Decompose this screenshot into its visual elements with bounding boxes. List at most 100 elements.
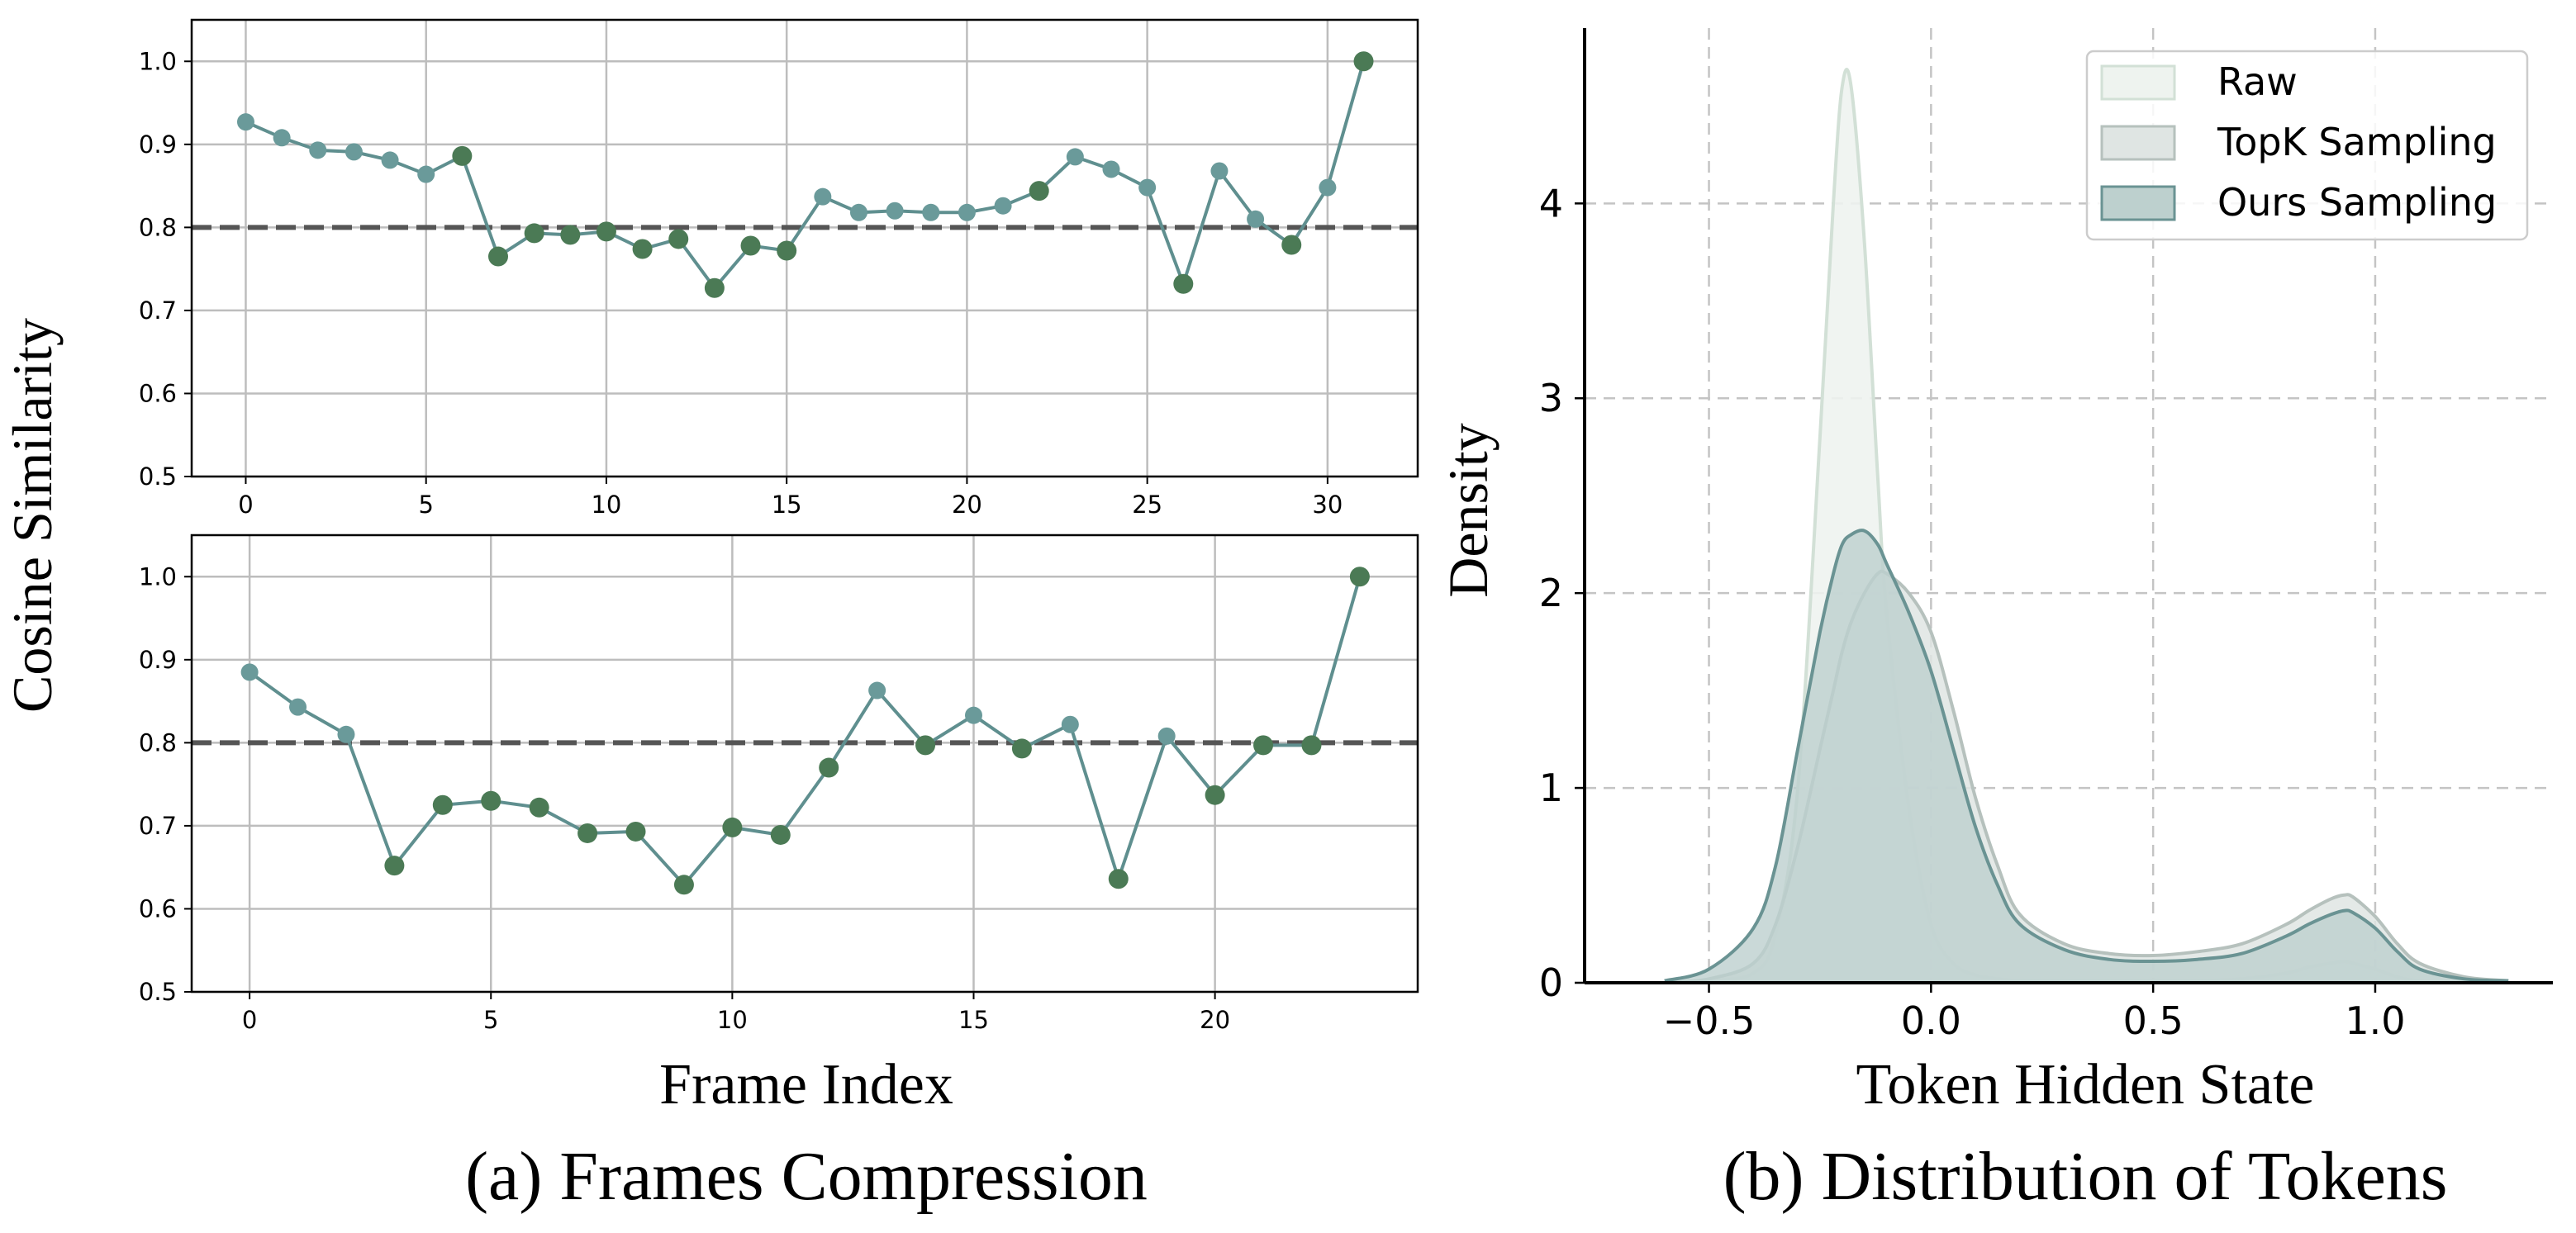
top-point bbox=[1247, 210, 1265, 228]
top-point-kept bbox=[1029, 181, 1049, 202]
top-ytick-label: 0.6 bbox=[139, 379, 177, 407]
density-ytick-label: 4 bbox=[1539, 181, 1563, 225]
legend-label-raw: Raw bbox=[2217, 59, 2298, 104]
top-point bbox=[994, 197, 1012, 215]
bottom-frame bbox=[190, 534, 1419, 994]
bottom-ytick-label: 0.7 bbox=[139, 812, 177, 840]
bottom-point-kept bbox=[1349, 567, 1370, 587]
bottom-point-kept bbox=[432, 794, 453, 815]
bottom-ytick-label: 0.9 bbox=[139, 646, 177, 674]
top-xtick-label: 10 bbox=[591, 491, 621, 519]
top-point bbox=[417, 165, 435, 183]
density-ytick-label: 2 bbox=[1539, 571, 1563, 615]
top-point-kept bbox=[524, 223, 544, 244]
bottom-ytick-label: 0.6 bbox=[139, 894, 177, 922]
bottom-point-kept bbox=[481, 790, 501, 811]
top-frame bbox=[190, 18, 1419, 478]
legend-swatch-raw bbox=[2100, 64, 2176, 101]
density-legend: Raw TopK Sampling Ours Sampling bbox=[2085, 50, 2529, 241]
legend-swatch-ours bbox=[2100, 185, 2176, 221]
bottom-point bbox=[289, 698, 307, 716]
top-point bbox=[922, 203, 940, 221]
density-ytick-label: 3 bbox=[1539, 376, 1563, 420]
top-point bbox=[273, 129, 291, 147]
bottom-xtick-label: 5 bbox=[483, 1006, 498, 1034]
density-xtick-label: 1.0 bbox=[2345, 998, 2405, 1043]
bottom-point-kept bbox=[1108, 869, 1129, 889]
top-ytick-label: 0.5 bbox=[139, 462, 177, 491]
top-series-line bbox=[245, 60, 1366, 292]
top-point bbox=[309, 141, 327, 159]
top-point bbox=[814, 187, 832, 206]
bottom-point-kept bbox=[1301, 735, 1322, 756]
density-xtick-label: −0.5 bbox=[1663, 998, 1756, 1043]
top-point-kept bbox=[488, 246, 508, 267]
bottom-series-line bbox=[248, 576, 1362, 888]
legend-swatch-topk bbox=[2100, 125, 2176, 161]
xlabel-token-hidden-state: Token Hidden State bbox=[1856, 1053, 2315, 1117]
bottom-point-kept bbox=[819, 757, 839, 778]
top-xtick-label: 30 bbox=[1312, 491, 1343, 519]
top-point-kept bbox=[452, 145, 473, 166]
top-xtick-label: 25 bbox=[1132, 491, 1162, 519]
bottom-point-kept bbox=[722, 817, 743, 837]
top-point-kept bbox=[1281, 235, 1302, 255]
density-curve-ours bbox=[1664, 529, 2509, 983]
top-point-kept bbox=[632, 239, 653, 259]
top-point-kept bbox=[740, 235, 761, 256]
bottom-point-kept bbox=[915, 735, 936, 756]
top-point-kept bbox=[668, 229, 689, 249]
bottom-point bbox=[868, 681, 886, 699]
bottom-point-kept bbox=[529, 797, 549, 818]
top-point bbox=[1138, 178, 1157, 197]
density-ytick-label: 0 bbox=[1539, 960, 1563, 1005]
top-point bbox=[886, 202, 904, 220]
bottom-point bbox=[240, 663, 259, 681]
density-ytick-label: 1 bbox=[1539, 766, 1563, 810]
top-point-kept bbox=[1173, 273, 1194, 294]
bottom-point-kept bbox=[1011, 738, 1032, 759]
bottom-xtick-label: 15 bbox=[958, 1006, 989, 1034]
top-point bbox=[849, 203, 867, 221]
bottom-xtick-label: 10 bbox=[717, 1006, 748, 1034]
bottom-point bbox=[337, 725, 355, 743]
legend-label-ours: Ours Sampling bbox=[2217, 180, 2497, 225]
top-point bbox=[1319, 178, 1337, 197]
ylabel-cosine-similarity: Cosine Similarity bbox=[1, 318, 64, 713]
caption-a: (a) Frames Compression bbox=[465, 1138, 1148, 1215]
top-point bbox=[1210, 162, 1229, 180]
bottom-point-kept bbox=[384, 856, 405, 876]
top-point bbox=[236, 113, 254, 131]
bottom-point-kept bbox=[577, 823, 598, 843]
density-xtick-label: 0.5 bbox=[2123, 998, 2184, 1043]
caption-b: (b) Distribution of Tokens bbox=[1723, 1138, 2448, 1215]
top-point-kept bbox=[777, 240, 797, 261]
bottom-ytick-label: 0.8 bbox=[139, 728, 177, 756]
bottom-point bbox=[964, 706, 982, 724]
bottom-point bbox=[1061, 715, 1079, 733]
top-point-kept bbox=[596, 221, 616, 242]
top-ytick-label: 0.9 bbox=[139, 130, 177, 159]
top-point bbox=[381, 151, 399, 169]
panel-a-top: 0 5 10 15 20 25 30 0.5 0.6 0.7 0.8 0.9 1.0 bbox=[139, 18, 1419, 519]
bottom-point-kept bbox=[1205, 785, 1225, 805]
xlabel-frame-index: Frame Index bbox=[659, 1053, 953, 1117]
top-point bbox=[1102, 160, 1120, 178]
legend-label-topk: TopK Sampling bbox=[2217, 120, 2497, 164]
top-point-kept bbox=[560, 225, 581, 245]
top-ytick-label: 0.8 bbox=[139, 213, 177, 241]
top-point bbox=[345, 143, 363, 161]
top-xtick-label: 15 bbox=[772, 491, 802, 519]
bottom-point bbox=[1157, 727, 1176, 745]
density-xtick-label: 0.0 bbox=[1901, 998, 1961, 1043]
top-point bbox=[958, 203, 976, 221]
top-ytick-label: 0.7 bbox=[139, 296, 177, 325]
bottom-point-kept bbox=[1253, 735, 1274, 756]
bottom-point-kept bbox=[625, 821, 646, 842]
bottom-ytick-label: 0.5 bbox=[139, 978, 177, 1006]
legend-box bbox=[2085, 50, 2529, 241]
bottom-point-kept bbox=[673, 875, 694, 895]
bottom-ytick-label: 1.0 bbox=[139, 562, 177, 590]
top-point bbox=[1066, 148, 1084, 166]
